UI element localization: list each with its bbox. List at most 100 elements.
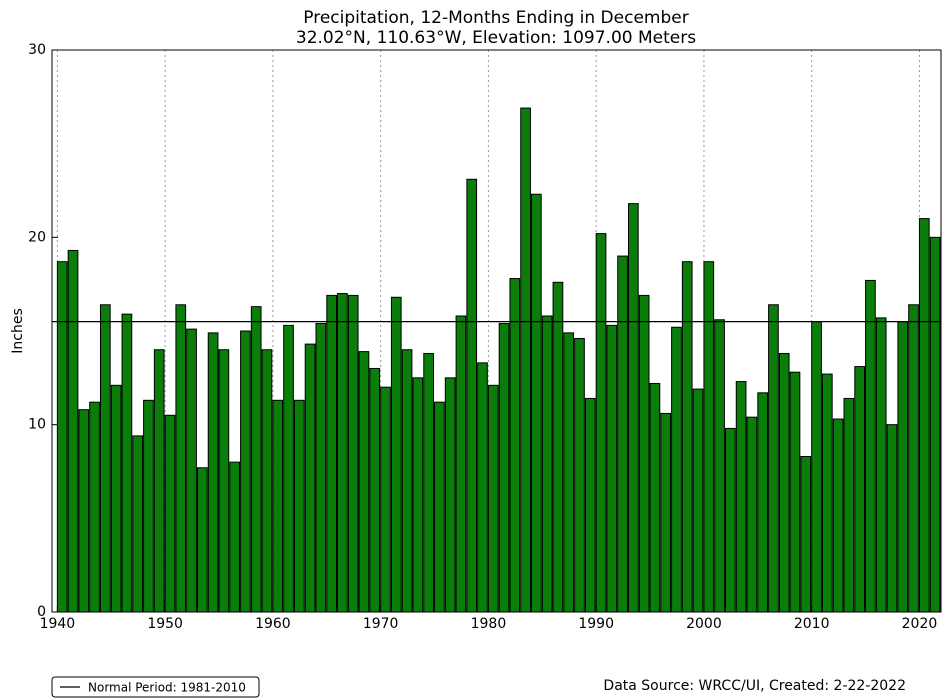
chart-subtitle: 32.02°N, 110.63°W, Elevation: 1097.00 Me… xyxy=(296,28,696,48)
legend-label: Normal Period: 1981-2010 xyxy=(88,681,246,695)
bar xyxy=(293,399,305,613)
source-note: Data Source: WRCC/UI, Created: 2-22-2022 xyxy=(603,678,906,694)
bar xyxy=(854,366,865,613)
bar xyxy=(369,367,381,613)
bar xyxy=(358,351,370,613)
bar xyxy=(703,261,715,613)
bar xyxy=(99,304,111,613)
bar xyxy=(552,281,564,613)
chart-title: Precipitation, 12-Months Ending in Decem… xyxy=(303,8,688,28)
x-tick-label: 2010 xyxy=(794,616,830,632)
bar xyxy=(218,349,230,613)
bar xyxy=(423,352,434,613)
bar xyxy=(617,255,628,613)
bar xyxy=(929,236,941,613)
bar xyxy=(240,330,251,613)
bar xyxy=(196,467,208,613)
bar xyxy=(918,218,930,613)
bar xyxy=(724,427,736,613)
bar xyxy=(671,326,682,613)
bar xyxy=(487,384,499,613)
bar xyxy=(821,373,833,613)
plot-frame xyxy=(51,49,942,613)
x-tick-label: 1990 xyxy=(578,616,614,632)
bar xyxy=(477,362,488,613)
bar xyxy=(261,349,273,613)
bar xyxy=(509,278,521,613)
bar xyxy=(563,332,575,613)
x-tick-label: 1950 xyxy=(147,616,183,632)
bar xyxy=(283,324,294,613)
bar xyxy=(326,294,337,613)
bar xyxy=(800,456,812,613)
bar xyxy=(746,416,758,613)
bar xyxy=(132,435,144,613)
bar xyxy=(649,382,661,613)
bar xyxy=(681,261,693,613)
bar xyxy=(401,349,413,613)
bar xyxy=(606,324,618,613)
bar xyxy=(692,388,704,613)
bar xyxy=(67,249,79,613)
bar xyxy=(768,304,779,613)
bar xyxy=(520,107,531,613)
x-tick-label: 1970 xyxy=(363,616,399,632)
bar xyxy=(908,304,919,613)
bar xyxy=(390,296,402,613)
bar xyxy=(110,384,122,613)
bar xyxy=(89,401,100,613)
bar xyxy=(434,401,445,613)
bar xyxy=(347,294,359,613)
bar xyxy=(865,279,876,613)
bar xyxy=(272,399,284,613)
bar xyxy=(143,399,154,613)
bar xyxy=(789,371,801,613)
x-tick-label: 1960 xyxy=(255,616,291,632)
legend-box xyxy=(51,676,260,698)
bar xyxy=(541,315,553,613)
bar xyxy=(229,461,240,613)
x-tick-label: 1940 xyxy=(40,616,76,632)
bar xyxy=(832,418,844,613)
x-tick-label: 2000 xyxy=(686,616,722,632)
bar xyxy=(811,321,822,613)
y-tick-label: 30 xyxy=(28,42,46,58)
bar xyxy=(78,409,90,613)
bar xyxy=(250,306,262,613)
bar xyxy=(584,397,596,613)
bar xyxy=(444,377,456,613)
bar xyxy=(886,424,898,613)
bar xyxy=(628,203,639,613)
bar xyxy=(207,332,219,613)
bar xyxy=(337,293,348,613)
bar xyxy=(466,178,478,613)
bar xyxy=(380,386,391,613)
bar xyxy=(660,412,672,613)
bar xyxy=(735,381,747,613)
bar xyxy=(175,304,187,613)
bar xyxy=(757,392,769,613)
bar xyxy=(875,317,887,613)
bar xyxy=(186,328,197,613)
bar xyxy=(315,323,327,613)
y-axis-label: Inches xyxy=(10,308,26,353)
bar xyxy=(498,323,510,613)
y-tick-label: 10 xyxy=(28,417,46,433)
y-tick-label: 0 xyxy=(37,604,46,620)
bar xyxy=(843,397,855,613)
bar xyxy=(153,349,165,613)
bar xyxy=(595,233,607,613)
bar xyxy=(574,337,585,613)
bar xyxy=(531,193,542,613)
bar xyxy=(412,377,424,613)
bar xyxy=(121,313,133,613)
bar xyxy=(304,343,316,613)
bar xyxy=(778,352,790,613)
bar xyxy=(638,294,650,613)
y-tick-label: 20 xyxy=(28,229,46,245)
bar xyxy=(714,319,725,613)
bar xyxy=(164,414,176,613)
bar xyxy=(56,261,68,613)
